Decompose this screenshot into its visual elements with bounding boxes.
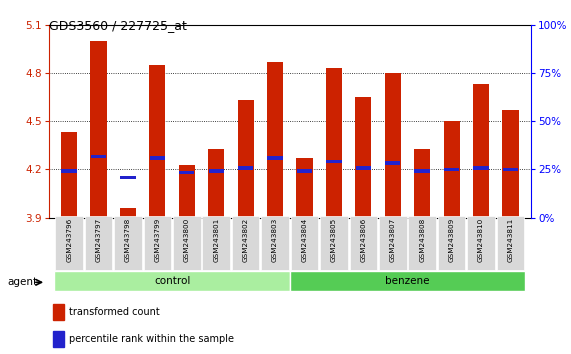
Bar	[326, 68, 342, 218]
Bar	[53, 331, 64, 347]
FancyBboxPatch shape	[291, 217, 318, 270]
FancyBboxPatch shape	[349, 217, 377, 270]
Bar	[414, 149, 431, 218]
Bar	[355, 97, 371, 218]
Bar	[502, 168, 518, 171]
Text: GDS3560 / 227725_at: GDS3560 / 227725_at	[49, 19, 186, 33]
Bar	[444, 121, 460, 218]
Bar	[61, 132, 77, 218]
Bar	[267, 156, 283, 160]
FancyBboxPatch shape	[408, 217, 436, 270]
FancyBboxPatch shape	[262, 217, 289, 270]
FancyBboxPatch shape	[202, 217, 230, 270]
FancyBboxPatch shape	[143, 217, 171, 270]
Text: transformed count: transformed count	[69, 307, 159, 317]
Bar	[150, 156, 165, 160]
Bar	[473, 166, 489, 170]
FancyBboxPatch shape	[379, 217, 407, 270]
Bar	[415, 169, 430, 173]
FancyBboxPatch shape	[438, 217, 465, 270]
Bar	[385, 161, 400, 165]
Bar	[62, 169, 77, 173]
Text: GSM243798: GSM243798	[125, 218, 131, 262]
FancyBboxPatch shape	[54, 271, 289, 291]
Bar	[297, 169, 312, 173]
Text: GSM243802: GSM243802	[243, 218, 248, 262]
Bar	[91, 155, 106, 158]
FancyBboxPatch shape	[320, 217, 348, 270]
Bar	[473, 84, 489, 218]
Text: percentile rank within the sample: percentile rank within the sample	[69, 334, 234, 344]
Bar	[296, 158, 312, 218]
Bar	[120, 208, 136, 218]
FancyBboxPatch shape	[232, 217, 259, 270]
FancyBboxPatch shape	[289, 271, 525, 291]
Text: control: control	[154, 276, 190, 286]
Text: GSM243803: GSM243803	[272, 218, 278, 262]
FancyBboxPatch shape	[497, 217, 524, 270]
Bar	[238, 166, 254, 170]
Text: GSM243797: GSM243797	[95, 218, 102, 262]
FancyBboxPatch shape	[85, 217, 112, 270]
Text: GSM243807: GSM243807	[390, 218, 396, 262]
Text: GSM243808: GSM243808	[419, 218, 425, 262]
Text: GSM243805: GSM243805	[331, 218, 337, 262]
Bar	[179, 165, 195, 218]
Bar	[444, 168, 459, 171]
Bar	[90, 41, 107, 218]
Text: GSM243806: GSM243806	[360, 218, 367, 262]
Bar	[208, 149, 224, 218]
Bar	[267, 62, 283, 218]
Text: GSM243810: GSM243810	[478, 218, 484, 262]
Text: GSM243796: GSM243796	[66, 218, 72, 262]
Text: benzene: benzene	[385, 276, 430, 286]
FancyBboxPatch shape	[467, 217, 495, 270]
Text: GSM243800: GSM243800	[184, 218, 190, 262]
Text: GSM243804: GSM243804	[301, 218, 308, 262]
Text: agent: agent	[7, 277, 38, 287]
Bar	[120, 176, 136, 179]
Text: GSM243801: GSM243801	[213, 218, 219, 262]
FancyBboxPatch shape	[114, 217, 142, 270]
Bar	[356, 166, 371, 170]
Bar	[149, 65, 166, 218]
FancyBboxPatch shape	[55, 217, 83, 270]
Bar	[385, 73, 401, 218]
Bar	[208, 169, 224, 173]
Text: GSM243799: GSM243799	[154, 218, 160, 262]
Bar	[179, 171, 195, 175]
Bar	[502, 110, 518, 218]
Bar	[326, 160, 341, 163]
FancyBboxPatch shape	[173, 217, 200, 270]
Bar	[53, 304, 64, 320]
Bar	[238, 100, 254, 218]
Text: GSM243809: GSM243809	[449, 218, 455, 262]
Text: GSM243811: GSM243811	[508, 218, 513, 262]
